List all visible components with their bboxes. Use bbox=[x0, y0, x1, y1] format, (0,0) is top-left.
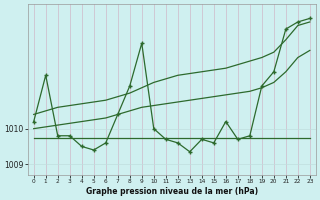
X-axis label: Graphe pression niveau de la mer (hPa): Graphe pression niveau de la mer (hPa) bbox=[86, 187, 258, 196]
